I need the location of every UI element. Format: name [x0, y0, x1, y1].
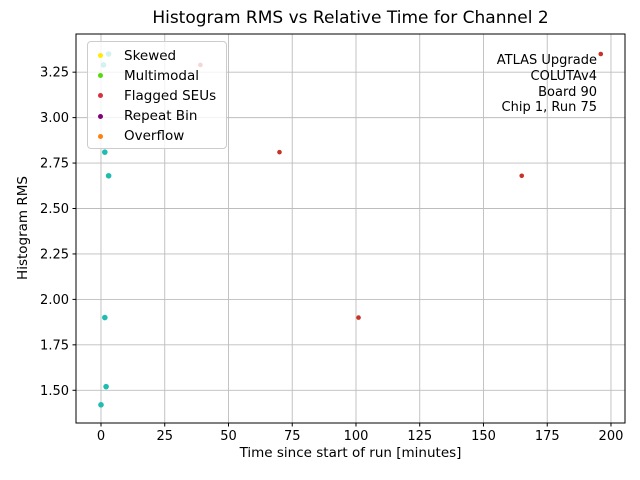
legend-label-repeat-bin: Repeat Bin — [124, 108, 198, 125]
legend-marker-flagged-seus-icon — [98, 93, 103, 99]
annotation-line: Chip 1, Run 75 — [501, 100, 597, 116]
legend-item-flagged-seus: Flagged SEUs — [88, 86, 226, 106]
x-tick-label: 175 — [535, 429, 560, 444]
data-point-flagged-seus — [519, 173, 525, 179]
y-tick-label: 3.25 — [40, 66, 69, 81]
axes-frame — [75, 33, 626, 424]
legend-item-skewed: Skewed — [88, 46, 226, 66]
data-point-flagged-seus — [598, 51, 604, 57]
data-point-channel-2-histogram-rms — [103, 383, 109, 390]
legend-marker-skewed-icon — [98, 53, 103, 59]
x-tick-label: 50 — [220, 429, 237, 444]
legend: Skewed Multimodal Flagged SEUs Repeat Bin Ov… — [87, 41, 227, 149]
y-tick-label: 2.50 — [40, 202, 69, 217]
legend-item-overflow: Overflow — [88, 126, 226, 146]
x-tick-label: 150 — [471, 429, 496, 444]
x-tick-label: 100 — [344, 429, 369, 444]
data-point-flagged-seus — [277, 149, 282, 155]
legend-label-multimodal: Multimodal — [124, 67, 200, 84]
x-tick-label: 0 — [97, 429, 105, 444]
data-point-flagged-seus — [356, 315, 361, 320]
annotation-line: COLUTAv4 — [530, 68, 597, 84]
x-axis-label: Time since start of run [minutes] — [239, 445, 462, 461]
data-point-channel-2-histogram-rms — [105, 172, 112, 179]
y-tick-label: 1.75 — [40, 338, 69, 353]
y-tick-label: 2.25 — [40, 247, 69, 262]
data-point-channel-2-histogram-rms — [98, 402, 104, 408]
legend-label-overflow: Overflow — [124, 128, 185, 145]
annotation-block: ATLAS Upgrade COLUTAv4 Board 90 Chip 1, … — [497, 53, 597, 116]
legend-label-flagged-seus: Flagged SEUs — [124, 87, 217, 104]
data-point-channel-2-histogram-rms — [102, 149, 108, 155]
y-tick-label: 2.00 — [40, 293, 69, 308]
legend-marker-multimodal-icon — [98, 73, 103, 79]
y-axis-label: Histogram RMS — [15, 176, 31, 280]
legend-item-multimodal: Multimodal — [88, 66, 226, 86]
annotation-line: Board 90 — [538, 84, 597, 100]
y-tick-label: 2.75 — [40, 157, 69, 172]
chart-title: Histogram RMS vs Relative Time for Chann… — [152, 8, 549, 28]
x-tick-label: 25 — [156, 429, 173, 444]
legend-item-repeat-bin: Repeat Bin — [88, 106, 226, 126]
legend-marker-overflow-icon — [98, 133, 103, 139]
annotation-line: ATLAS Upgrade — [496, 53, 597, 68]
legend-list: Skewed Multimodal Flagged SEUs Repeat Bin Ov… — [88, 46, 226, 147]
x-tick-label: 75 — [284, 429, 301, 444]
x-tick-label: 200 — [599, 429, 624, 444]
legend-label-skewed: Skewed — [124, 47, 177, 64]
data-point-channel-2-histogram-rms — [102, 314, 108, 321]
y-tick-label: 3.00 — [40, 111, 69, 126]
y-tick-label: 1.50 — [40, 384, 69, 399]
legend-marker-repeat-bin-icon — [98, 113, 103, 119]
x-tick-label: 125 — [407, 429, 432, 444]
